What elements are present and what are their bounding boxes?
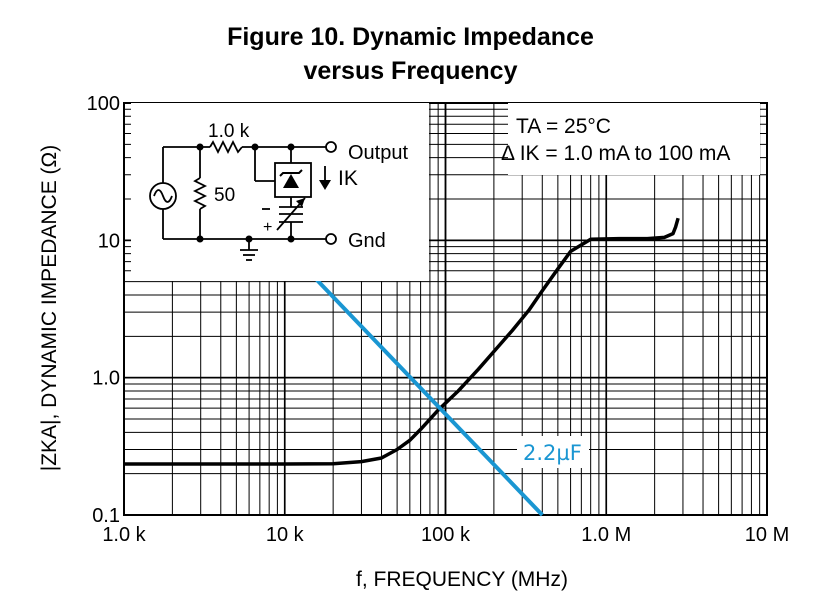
plot-series: [124, 217, 680, 517]
gnd-label: Gnd: [348, 230, 386, 252]
chart-title-line-2: versus Frequency: [303, 57, 518, 85]
output-label: Output: [348, 142, 408, 164]
plot-frame: [123, 102, 768, 516]
output-terminal: [325, 141, 337, 153]
resistor-left-label: 50: [214, 185, 235, 206]
chart-title-line-1: Figure 10. Dynamic Impedance: [227, 23, 594, 51]
capacitor-line-label: 2.2µF: [523, 441, 582, 465]
y-tick-label: 1.0: [92, 368, 120, 390]
plus-label: +: [263, 219, 272, 236]
current-arrow-head: [319, 180, 331, 190]
impedance-curve: [124, 217, 680, 466]
current-label: IK: [338, 167, 358, 190]
variable-arrow-head: [296, 198, 305, 207]
zener-diode-symbol: [283, 174, 299, 188]
resistor-left-symbol: [192, 177, 208, 210]
junction-dot: [287, 235, 295, 243]
condition-delta-ik: Δ IK = 1.0 mA to 100 mA: [501, 142, 730, 165]
junction-dot: [196, 235, 204, 243]
capacitor-line-label-bg: [517, 436, 589, 468]
x-tick-label: 100 k: [421, 524, 471, 546]
x-tick-label: 1.0 k: [102, 524, 146, 546]
junction-dot: [251, 143, 259, 151]
capacitor-line-label-group: 2.2µF: [517, 436, 589, 468]
y-tick-label: 10: [98, 230, 120, 252]
junction-dot: [287, 143, 295, 151]
junction-dot: [196, 143, 204, 151]
gnd-terminal: [325, 233, 337, 245]
circuit-box: [131, 103, 429, 281]
x-tick-label: 10 M: [745, 524, 789, 546]
chart-title: Figure 10. Dynamic Impedance versus Freq…: [0, 20, 821, 88]
condition-ta: TA = 25°C: [516, 115, 611, 138]
ac-source-wave: [153, 189, 173, 203]
conditions-box: [508, 103, 760, 175]
y-tick-label: 100: [87, 93, 120, 115]
device-box: [274, 162, 312, 198]
capacitor-2.2uf-line: [311, 274, 544, 517]
y-tick-label: 0.1: [92, 505, 120, 527]
circuit-inset: 1.0 k 50 Output Gnd IK +: [131, 103, 429, 281]
x-tick-label: 1.0 M: [581, 524, 631, 546]
resistor-top-label: 1.0 k: [208, 121, 250, 142]
y-axis-label: |ZKA|, DYNAMIC IMPEDANCE (Ω): [38, 145, 61, 471]
x-tick-label: 10 k: [266, 524, 305, 546]
tick-labels: 1.0 k 10 k 100 k 1.0 M 10 M 100 10 1.0 0.1: [87, 93, 790, 546]
resistor-top-symbol: [209, 139, 243, 155]
x-axis-label: f, FREQUENCY (MHz): [356, 568, 568, 591]
zener-bar: [279, 169, 303, 177]
conditions-legend: TA = 25°C Δ IK = 1.0 mA to 100 mA: [501, 103, 760, 175]
junction-dot: [245, 235, 253, 243]
